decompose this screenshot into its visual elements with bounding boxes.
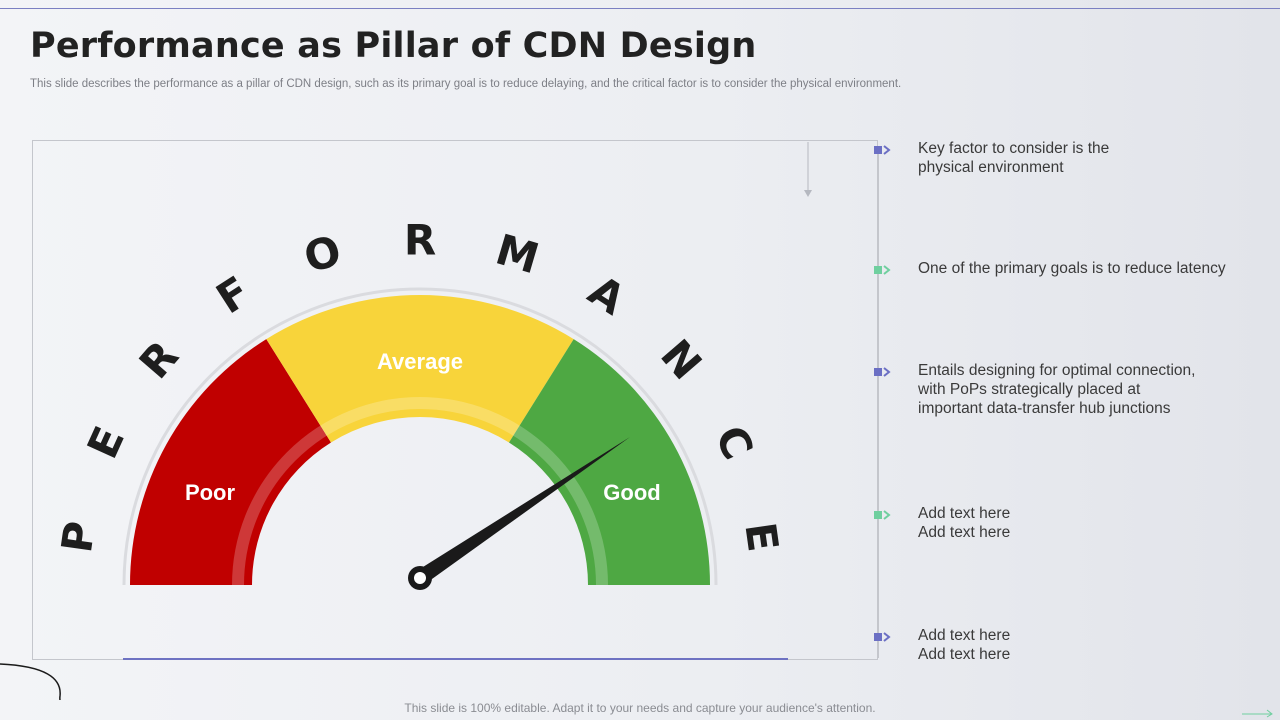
frame-arrow-head [804,190,812,197]
arc-letter: P [52,518,105,555]
arc-letter: E [735,519,788,554]
arrow-bullet-icon [874,632,891,642]
arc-letter: F [208,267,259,324]
gauge-needle [415,437,630,584]
gauge-segment-average [266,295,574,443]
gauge-inner-band [232,397,608,586]
arrow-bullet-icon [874,145,891,155]
point-text: Entails designing for optimal connection… [918,362,1196,417]
arc-letter: N [651,330,711,389]
arc-letter: O [299,225,347,282]
point-text: Add text here Add text here [918,505,1011,541]
decorative-curve [0,663,61,700]
gauge-label-average: Average [377,349,463,374]
gauge-segment-good [509,339,710,585]
timeline-line [878,150,879,658]
arc-letter: C [706,418,763,466]
decorative-arrow-icon [1242,709,1273,718]
point-text: Key factor to consider is the physical e… [918,140,1110,176]
arrow-bullet-icon [874,510,891,520]
arrow-bullet-icon [874,367,891,377]
top-rule [0,8,1280,9]
gauge-rim [122,287,718,586]
arc-letter: M [490,225,544,284]
gauge-needle-hub-center [414,572,426,584]
point-text: One of the primary goals is to reduce la… [918,260,1226,277]
gauge-segment-poor [130,339,331,585]
point-text: Add text here Add text here [918,627,1011,663]
gauge-label-good: Good [603,480,660,505]
arc-letter: R [130,331,188,388]
footer-note: This slide is 100% editable. Adapt it to… [404,701,876,715]
page-title: Performance as Pillar of CDN Design [30,26,757,66]
arrow-bullet-icon [874,265,891,275]
arc-letter: A [580,266,634,325]
page-subtitle: This slide describes the performance as … [30,78,902,90]
gauge-label-poor: Poor [185,480,236,505]
arc-letter: E [78,419,134,465]
arc-letter: R [404,216,436,265]
